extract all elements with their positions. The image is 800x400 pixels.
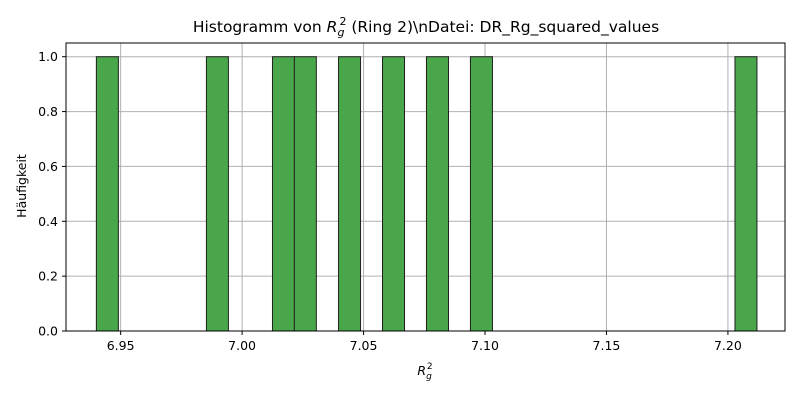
histogram-bars bbox=[95, 56, 758, 332]
plot-frame bbox=[65, 42, 786, 332]
chart-title: Histogramm von Rg2 (Ring 2)\nDatei: DR_R… bbox=[193, 15, 659, 39]
histogram-bar bbox=[271, 56, 295, 332]
x-axis-label: Rg2 bbox=[417, 362, 432, 382]
histogram-bar bbox=[425, 56, 449, 332]
x-tick-label: 7.10 bbox=[471, 338, 499, 353]
histogram-bar bbox=[469, 56, 493, 332]
x-tick-label: 7.05 bbox=[350, 338, 378, 353]
y-axis-label: Häufigkeit bbox=[14, 154, 29, 218]
axes: 6.95 7.00 7.05 7.10 7.15 7.20 0.0 0.2 0.4 0.6 0.8 1… bbox=[38, 42, 786, 353]
histogram-bar bbox=[338, 56, 362, 332]
x-tick-label: 7.15 bbox=[593, 338, 621, 353]
histogram-bar bbox=[95, 56, 119, 332]
y-tick-label: 0.4 bbox=[38, 214, 58, 229]
y-tick-label: 0.6 bbox=[38, 159, 58, 174]
y-tick-label: 0.2 bbox=[38, 269, 58, 284]
histogram-bar bbox=[205, 56, 229, 332]
y-tick-label: 0.8 bbox=[38, 104, 58, 119]
y-tick-label: 1.0 bbox=[38, 49, 58, 64]
histogram-bar bbox=[382, 56, 406, 332]
grid-lines bbox=[66, 43, 785, 332]
x-tick-label: 7.20 bbox=[714, 338, 742, 353]
y-tick-label: 0.0 bbox=[38, 324, 58, 339]
histogram-bar bbox=[293, 56, 317, 332]
histogram-bar bbox=[734, 56, 758, 332]
x-tick-label: 7.00 bbox=[228, 338, 256, 353]
x-tick-label: 6.95 bbox=[107, 338, 135, 353]
